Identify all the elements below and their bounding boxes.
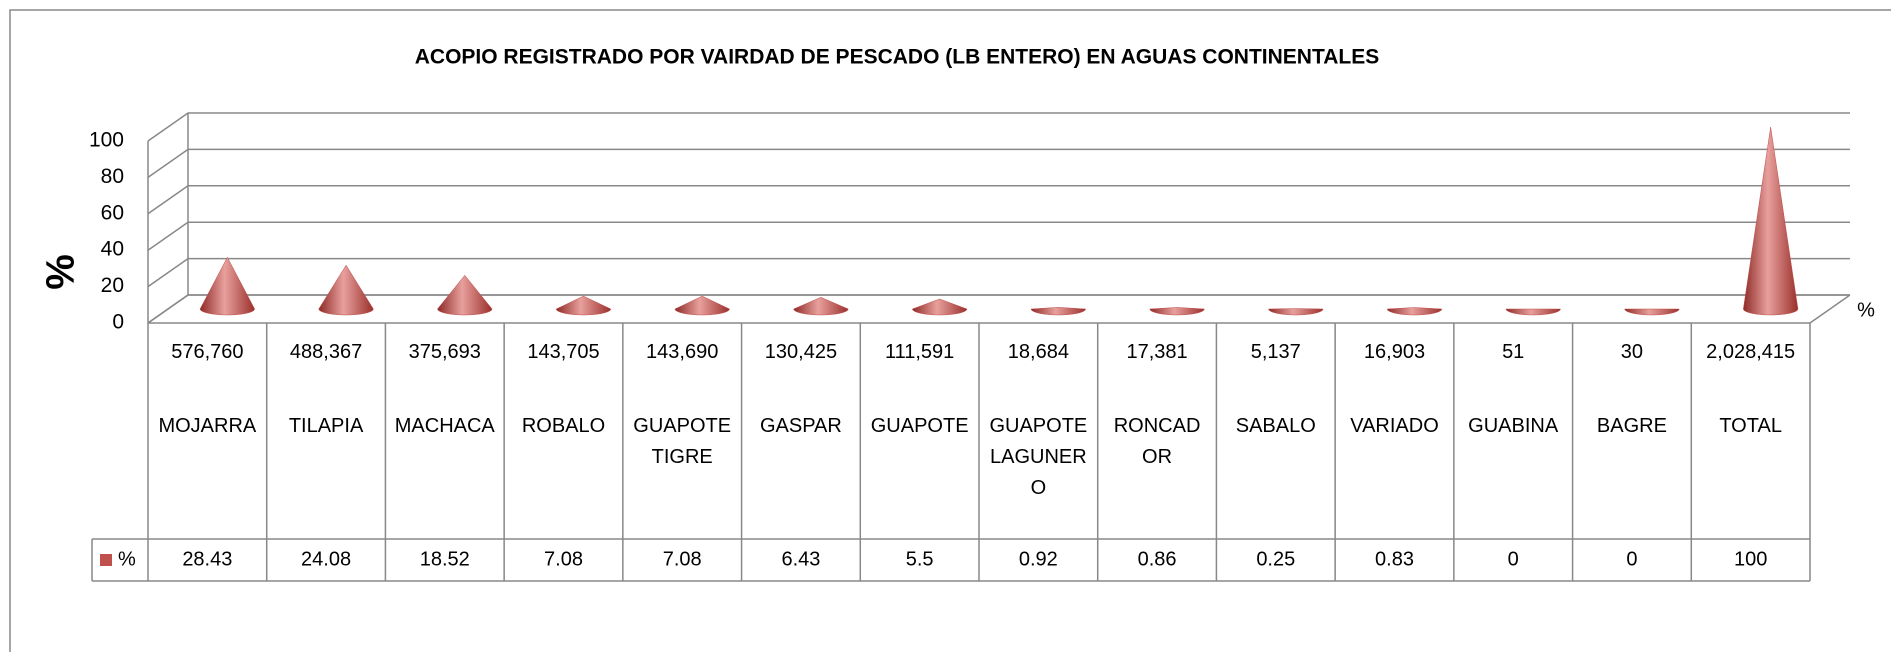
category-label: GUAPOTE LAGUNERO (989, 415, 1088, 499)
grid-line (147, 294, 1850, 324)
chart-border (9, 9, 1891, 652)
data-table-value: 7.08 (663, 548, 702, 570)
y-tick-label: 100 (89, 129, 124, 152)
category-label: MACHACA (394, 415, 495, 437)
category-amount: 576,760 (171, 341, 244, 363)
cone (1268, 308, 1324, 316)
cone (1624, 308, 1680, 316)
category-label: SABALO (1235, 415, 1316, 437)
grid-line (147, 221, 1850, 251)
legend-label: % (118, 548, 136, 570)
cone (199, 256, 255, 316)
cone (793, 297, 849, 316)
back-wall (147, 113, 1850, 324)
cone (674, 295, 730, 316)
category-amount: 143,690 (646, 341, 719, 363)
data-table-value: 100 (1734, 548, 1767, 570)
y-tick-label: 40 (101, 238, 124, 261)
cone (555, 295, 612, 316)
grid-line (147, 257, 1850, 288)
data-table-value: 18.52 (420, 548, 470, 570)
data-table-value: 5.5 (906, 548, 934, 570)
cone (1149, 307, 1205, 316)
category-label: MOJARRA (158, 415, 257, 437)
grid-line (147, 112, 1850, 142)
category-label: VARIADO (1350, 415, 1439, 437)
cone (1030, 307, 1086, 316)
category-label: ROBALO (521, 415, 606, 437)
category-amount: 488,367 (289, 341, 363, 363)
category-amount: 130,425 (764, 341, 838, 363)
cone (912, 298, 968, 316)
cone (318, 264, 374, 316)
data-table-value: 7.08 (544, 548, 583, 570)
category-label: GUABINA (1468, 415, 1559, 437)
category-amount: 16,903 (1363, 341, 1426, 363)
data-table-value: 6.43 (781, 548, 820, 570)
category-label: TOTAL (1719, 415, 1782, 437)
grid-line (147, 148, 1850, 179)
category-amount: 51 (1502, 341, 1525, 363)
data-table-value: 0.92 (1019, 548, 1058, 570)
depth-axis-label: % (1857, 299, 1875, 321)
legend-swatch (100, 554, 112, 566)
category-amount: 30 (1620, 341, 1644, 363)
data-table-value: 28.43 (182, 548, 232, 570)
y-axis-label: % (39, 254, 83, 290)
category-label: GUAPOTE (870, 415, 969, 437)
cone (1743, 126, 1799, 316)
y-tick-label: 80 (101, 165, 124, 188)
category-amount: 18,684 (1007, 341, 1069, 363)
category-amount: 143,705 (527, 341, 600, 363)
data-table-value: 0.86 (1138, 548, 1177, 570)
y-tick-label: 0 (112, 311, 124, 334)
category-label: TILAPIA (288, 415, 364, 437)
data-table-value: 0 (1626, 548, 1637, 570)
category-amount: 375,693 (408, 341, 481, 363)
cone (437, 274, 493, 316)
cone (1386, 307, 1443, 316)
data-table-value: 0.83 (1375, 548, 1414, 570)
y-tick-label: 60 (101, 201, 124, 224)
y-tick-label: 20 (101, 274, 124, 297)
category-amount: 111,591 (884, 341, 955, 363)
data-table-value: 24.08 (301, 548, 351, 570)
data-table-value: 0 (1508, 548, 1519, 570)
category-amount: 5,137 (1250, 341, 1301, 363)
data-table-value: 0.25 (1256, 548, 1295, 570)
category-label: GASPAR (759, 415, 842, 437)
grid-line (147, 185, 1850, 215)
floor (148, 294, 1851, 324)
category-label: RONCADOR (1113, 415, 1201, 468)
category-amount: 17,381 (1126, 341, 1188, 363)
category-label: BAGRE (1596, 415, 1667, 437)
cone (1505, 308, 1561, 316)
category-amount: 2,028,415 (1706, 341, 1796, 363)
chart-title: ACOPIO REGISTRADO POR VAIRDAD DE PESCADO… (415, 46, 1380, 69)
category-label: GUAPOTE TIGRE (633, 415, 732, 468)
